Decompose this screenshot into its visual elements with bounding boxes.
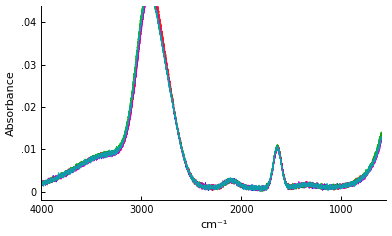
Y-axis label: Absorbance: Absorbance	[5, 70, 16, 136]
X-axis label: cm⁻¹: cm⁻¹	[200, 220, 228, 230]
